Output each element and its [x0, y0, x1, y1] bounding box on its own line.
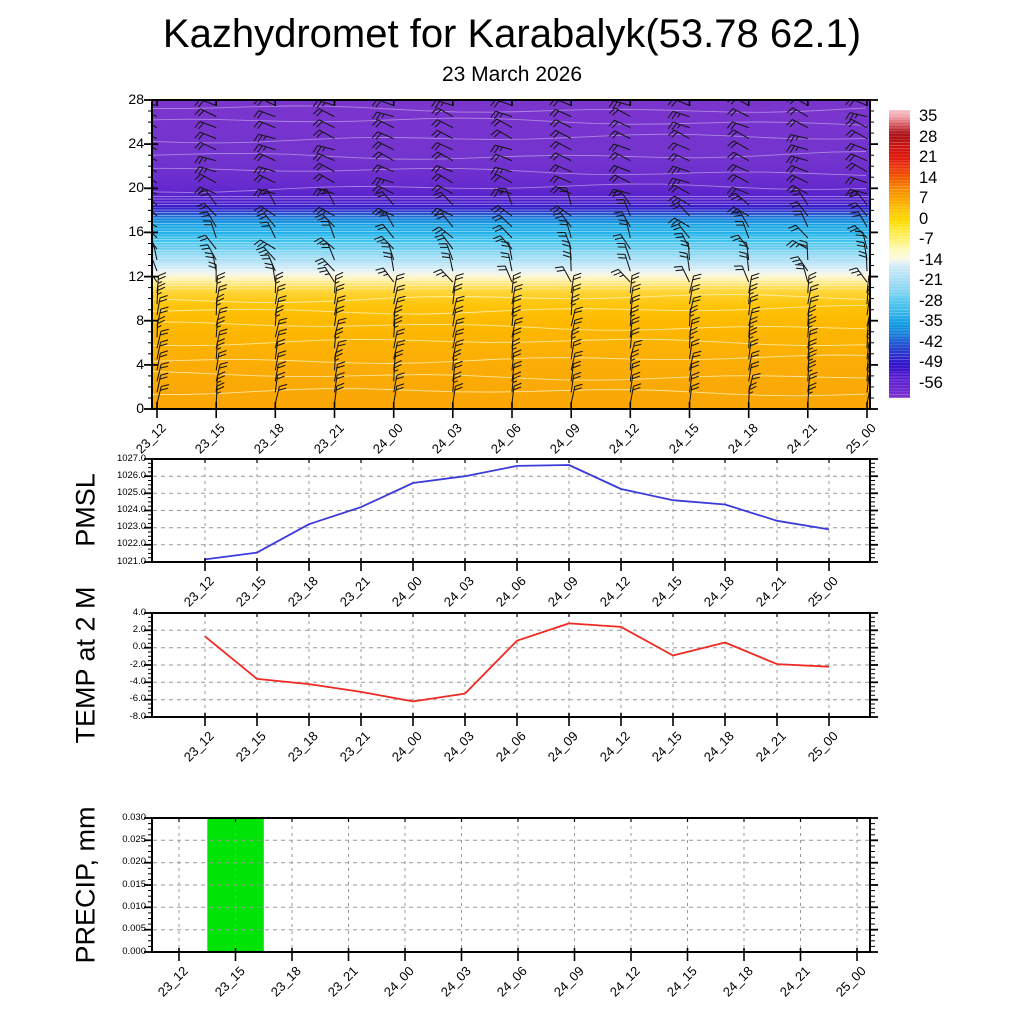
profile-level-tick-label: 28 [128, 91, 144, 107]
profile-level-tick-label: 8 [136, 311, 144, 328]
temp-2m-y-tick-label: 0.0 [132, 641, 146, 653]
profile-level-tick-label: 12 [128, 267, 144, 284]
contour-stripe-band [152, 196, 870, 290]
temperature-colorbar [889, 110, 910, 398]
precip-y-tick-label: 0.025 [122, 833, 146, 845]
temp-2m-y-tick-label: -8.0 [129, 710, 146, 722]
profile-level-tick-label: 4 [136, 355, 144, 372]
colorbar-tick-label: -7 [919, 230, 934, 249]
colorbar-tick-label: 28 [919, 127, 938, 146]
colorbar-tick-label: 0 [919, 209, 929, 228]
colorbar-tick-label: -56 [919, 374, 943, 393]
pmsl-y-tick-label: 1022.0 [116, 538, 146, 550]
page-title: Kazhydromet for Karabalyk(53.78 62.1) [162, 12, 862, 56]
precip-y-tick-label: 0.010 [122, 900, 146, 912]
pmsl-y-tick-label: 1021.0 [116, 555, 146, 567]
temp-2m-y-tick-label: -6.0 [129, 693, 146, 705]
temp-2m-y-tick-label: 2.0 [132, 623, 146, 635]
temp-2m-y-tick-label: 4.0 [132, 606, 146, 618]
colorbar-tick-label: -28 [919, 291, 943, 310]
precip-y-tick-label: 0.030 [122, 811, 146, 823]
colorbar-tick-label: 14 [919, 168, 938, 187]
precip-axis-title: PRECIP, mm [70, 806, 101, 964]
colorbar-tick-label: -21 [919, 271, 943, 290]
profile-level-tick-label: 16 [128, 223, 144, 240]
date-subtitle: 23 March 2026 [441, 63, 583, 86]
precip-y-tick-label: 0.000 [122, 945, 146, 957]
colorbar-tick-label: 21 [919, 148, 938, 167]
colorbar-segment-stripes [889, 110, 910, 398]
colorbar-tick-label: -49 [919, 353, 943, 372]
colorbar-tick-label: 35 [919, 107, 938, 125]
pmsl-y-tick-label: 1026.0 [116, 469, 146, 481]
pmsl-y-tick-label: 1027.0 [116, 452, 146, 464]
temp-2m-y-tick-label: -2.0 [129, 658, 146, 670]
precip-y-tick-label: 0.015 [122, 878, 146, 890]
colorbar-tick-label: -42 [919, 332, 943, 351]
colorbar-tick-label: -14 [919, 250, 943, 269]
colorbar-tick-label: 7 [919, 189, 929, 208]
pmsl-y-tick-label: 1024.0 [116, 504, 146, 515]
colorbar-tick-label: -35 [919, 312, 943, 331]
temp-axis-title: TEMP at 2 M [70, 586, 101, 744]
precip-y-tick-label: 0.020 [122, 856, 146, 868]
profile-level-tick-label: 20 [128, 179, 144, 196]
pmsl-y-tick-label: 1025.0 [116, 486, 146, 498]
temp-2m-y-tick-label: -4.0 [129, 675, 146, 687]
profile-level-tick-label: 0 [136, 400, 144, 416]
pmsl-axis-title: PMSL [70, 473, 101, 547]
profile-level-tick-label: 24 [128, 135, 144, 152]
precip-y-tick-label: 0.005 [122, 923, 146, 935]
pmsl-y-tick-label: 1023.0 [116, 521, 146, 533]
